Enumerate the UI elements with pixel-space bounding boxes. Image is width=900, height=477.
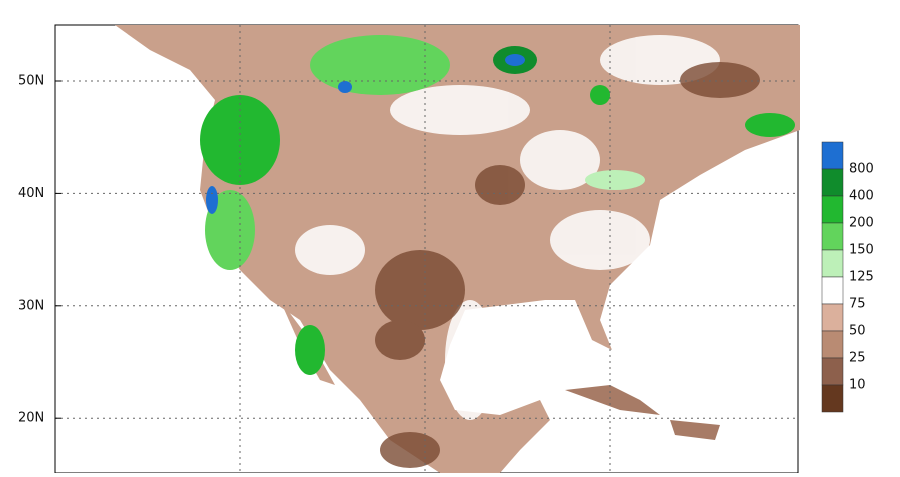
legend-swatch	[821, 330, 844, 359]
legend-swatch	[821, 168, 844, 197]
legend-swatch	[821, 195, 844, 224]
legend-label: 150	[849, 243, 874, 258]
legend-swatch	[821, 222, 844, 251]
map-area	[54, 24, 800, 474]
legend-label: 75	[849, 297, 866, 312]
lat-label: 50N	[18, 74, 44, 89]
legend-swatch	[821, 276, 844, 305]
legend-swatch	[821, 141, 844, 170]
lat-label: 40N	[18, 186, 44, 201]
lat-label: 30N	[18, 298, 44, 313]
normal-areas	[295, 35, 720, 420]
legend-label: 400	[849, 189, 874, 204]
dry-areas	[375, 62, 760, 468]
legend-label: 10	[849, 378, 866, 393]
legend-label: 125	[849, 270, 874, 285]
legend-swatch	[821, 357, 844, 386]
lat-label: 20N	[18, 411, 44, 426]
legend-swatch	[821, 303, 844, 332]
legend-swatch	[821, 249, 844, 278]
islands	[565, 385, 720, 440]
legend-label: 25	[849, 351, 866, 366]
legend-label: 200	[849, 216, 874, 231]
land	[115, 25, 800, 473]
legend-label: 50	[849, 324, 866, 339]
legend-label: 800	[849, 162, 874, 177]
grid	[55, 25, 798, 473]
legend: 800 400 200 150 125 75 50 25 10	[821, 141, 874, 413]
legend-swatch	[821, 384, 844, 413]
lat-labels: 50N 40N 30N 20N	[18, 74, 44, 426]
